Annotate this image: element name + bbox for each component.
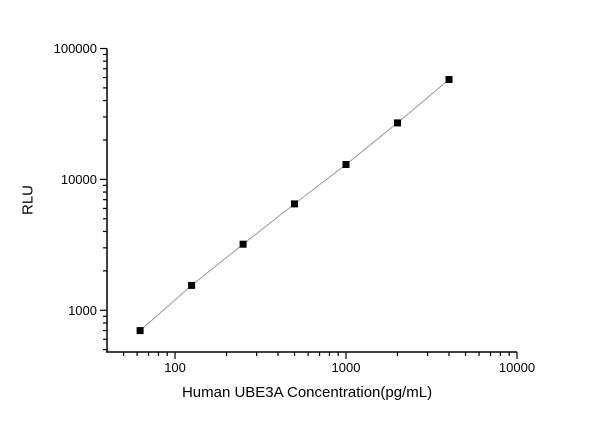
tick-labels-group: 100 1000 10000 1000 10000 100000 bbox=[54, 41, 535, 375]
y-tick-label: 1000 bbox=[68, 303, 97, 318]
data-point-marker bbox=[342, 161, 350, 168]
x-axis-title: Human UBE3A Concentration(pg/mL) bbox=[182, 384, 432, 401]
data-point-marker bbox=[291, 200, 298, 208]
x-tick-label: 1000 bbox=[332, 360, 361, 375]
axes-group bbox=[106, 48, 517, 353]
data-point-marker bbox=[394, 119, 401, 127]
x-tick-label: 100 bbox=[164, 360, 186, 375]
data-point-marker bbox=[188, 281, 196, 289]
y-tick-label: 100000 bbox=[54, 41, 97, 56]
y-axis-title: RLU bbox=[19, 185, 36, 215]
axis-ticks-group bbox=[100, 47, 518, 359]
data-point-marker bbox=[136, 327, 144, 335]
y-tick-label: 10000 bbox=[61, 172, 97, 187]
data-series-group bbox=[136, 76, 453, 335]
data-point-marker bbox=[445, 76, 453, 83]
data-point-marker bbox=[239, 240, 247, 248]
x-tick-label: 10000 bbox=[499, 360, 535, 375]
